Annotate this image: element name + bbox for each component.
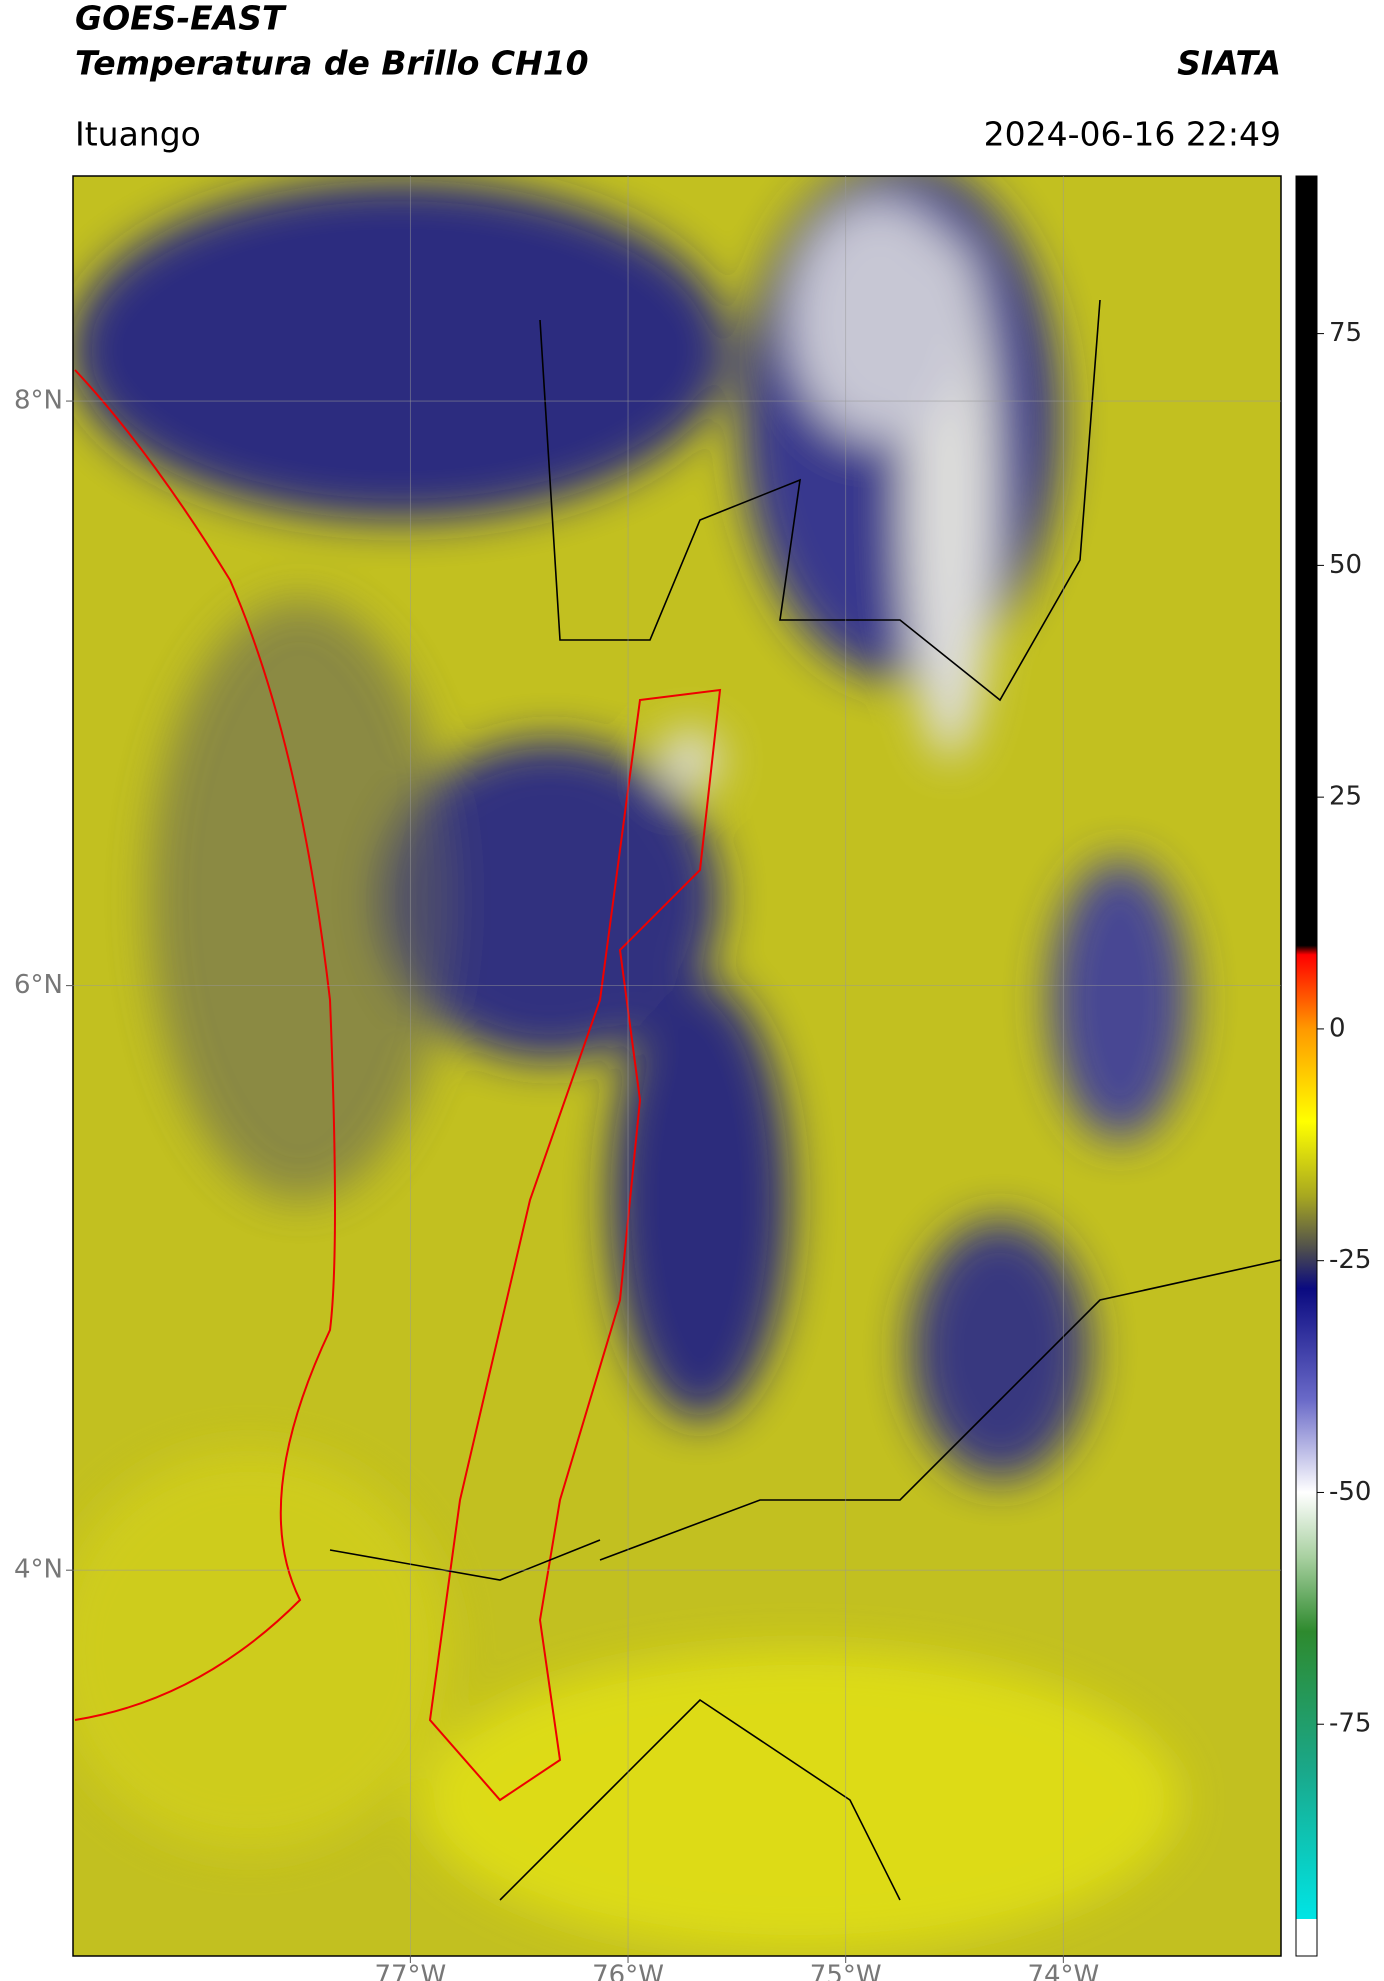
map-frame <box>72 175 1282 1957</box>
agency: SIATA <box>1177 44 1281 83</box>
x-tick-label: 77°W <box>374 1961 446 1981</box>
colorbar-tick-label: -50 <box>1329 1477 1371 1507</box>
x-tick-label: 75°W <box>810 1961 882 1981</box>
subtitle: Temperatura de Brillo CH10 <box>75 44 589 83</box>
y-tick-label: 4°N <box>14 1555 63 1585</box>
location: Ituango <box>75 115 201 154</box>
colorbar-tick-label: 75 <box>1329 318 1362 348</box>
colorbar-tick-label: 0 <box>1329 1013 1346 1043</box>
x-tick-label: 74°W <box>1027 1961 1099 1981</box>
datetime: 2024-06-16 22:49 <box>984 115 1281 154</box>
title: GOES-EAST <box>75 0 287 38</box>
map-image <box>73 176 1281 1956</box>
x-tick-label: 76°W <box>592 1961 664 1981</box>
colorbar-tick-label: 50 <box>1329 550 1362 580</box>
colorbar <box>1295 175 1318 1957</box>
colorbar-tick-label: 25 <box>1329 782 1362 812</box>
colorbar-tick-label: -25 <box>1329 1245 1371 1275</box>
colorbar-tick-label: -75 <box>1329 1709 1371 1739</box>
y-tick-label: 8°N <box>14 386 63 416</box>
y-tick-label: 6°N <box>14 970 63 1000</box>
